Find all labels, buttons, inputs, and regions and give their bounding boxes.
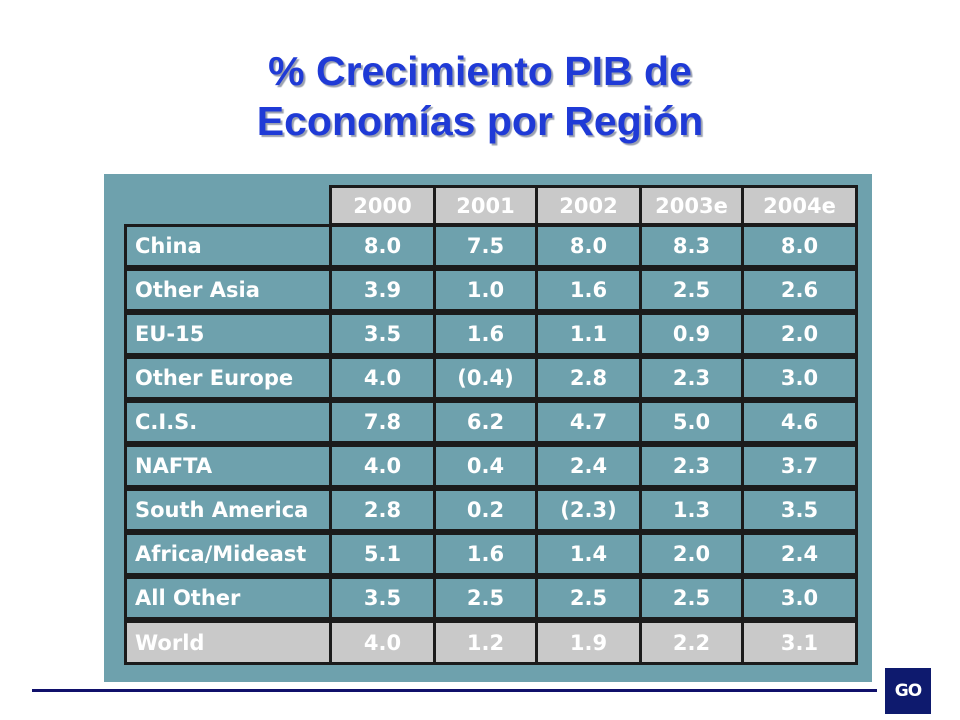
column-header: 2003e bbox=[639, 185, 744, 226]
data-cell: 2.4 bbox=[741, 532, 858, 576]
data-cell: 5.1 bbox=[329, 532, 436, 576]
title-line-1: % Crecimiento PIB de bbox=[268, 48, 692, 94]
growth-table: 2000 2001 2002 2003e 2004e China 8.0 7.5 8.0 8.3 8… bbox=[104, 174, 872, 682]
data-cell: 1.4 bbox=[535, 532, 642, 576]
data-cell: 1.1 bbox=[535, 312, 642, 356]
data-cell: 2.8 bbox=[535, 356, 642, 400]
data-cell: 3.5 bbox=[741, 488, 858, 532]
row-label: C.I.S. bbox=[124, 400, 333, 444]
data-cell: 2.2 bbox=[639, 620, 744, 665]
row-label: All Other bbox=[124, 576, 333, 620]
row-label: South America bbox=[124, 488, 333, 532]
column-header: 2002 bbox=[535, 185, 642, 226]
data-cell: 2.0 bbox=[741, 312, 858, 356]
row-label: Other Europe bbox=[124, 356, 333, 400]
data-cell: (2.3) bbox=[535, 488, 642, 532]
data-cell: 5.0 bbox=[639, 400, 744, 444]
data-cell: 7.8 bbox=[329, 400, 436, 444]
data-cell: 8.0 bbox=[535, 224, 642, 268]
title-line-2: Economías por Región bbox=[256, 98, 704, 144]
data-cell: 8.0 bbox=[741, 224, 858, 268]
data-cell: 4.0 bbox=[329, 444, 436, 488]
data-cell: 1.6 bbox=[433, 312, 538, 356]
data-cell: 6.2 bbox=[433, 400, 538, 444]
data-cell: 2.3 bbox=[639, 356, 744, 400]
data-cell: 3.5 bbox=[329, 576, 436, 620]
data-cell: 1.9 bbox=[535, 620, 642, 665]
data-cell: 4.0 bbox=[329, 620, 436, 665]
row-label: NAFTA bbox=[124, 444, 333, 488]
row-label: Other Asia bbox=[124, 268, 333, 312]
data-cell: 8.3 bbox=[639, 224, 744, 268]
column-header: 2001 bbox=[433, 185, 538, 226]
row-label: Africa/Mideast bbox=[124, 532, 333, 576]
row-label: China bbox=[124, 224, 333, 268]
slide-title: % Crecimiento PIB de Economías por Regió… bbox=[0, 46, 960, 146]
data-cell: 0.9 bbox=[639, 312, 744, 356]
data-cell: 3.0 bbox=[741, 576, 858, 620]
data-cell: 1.0 bbox=[433, 268, 538, 312]
data-cell: (0.4) bbox=[433, 356, 538, 400]
data-cell: 4.6 bbox=[741, 400, 858, 444]
data-cell: 2.5 bbox=[433, 576, 538, 620]
logo: GO bbox=[885, 668, 931, 714]
data-cell: 8.0 bbox=[329, 224, 436, 268]
data-cell: 2.6 bbox=[741, 268, 858, 312]
data-cell: 1.6 bbox=[433, 532, 538, 576]
data-cell: 1.3 bbox=[639, 488, 744, 532]
data-cell: 2.5 bbox=[639, 576, 744, 620]
data-cell: 7.5 bbox=[433, 224, 538, 268]
data-cell: 2.5 bbox=[639, 268, 744, 312]
data-cell: 1.2 bbox=[433, 620, 538, 665]
row-label: World bbox=[124, 620, 333, 665]
column-header: 2000 bbox=[329, 185, 436, 226]
data-cell: 2.0 bbox=[639, 532, 744, 576]
data-cell: 3.1 bbox=[741, 620, 858, 665]
data-cell: 3.9 bbox=[329, 268, 436, 312]
data-cell: 3.0 bbox=[741, 356, 858, 400]
data-cell: 0.4 bbox=[433, 444, 538, 488]
row-label: EU-15 bbox=[124, 312, 333, 356]
data-cell: 2.8 bbox=[329, 488, 436, 532]
data-cell: 3.5 bbox=[329, 312, 436, 356]
data-cell: 4.7 bbox=[535, 400, 642, 444]
data-cell: 1.6 bbox=[535, 268, 642, 312]
data-cell: 3.7 bbox=[741, 444, 858, 488]
data-cell: 0.2 bbox=[433, 488, 538, 532]
column-header: 2004e bbox=[741, 185, 858, 226]
footer-rule bbox=[32, 689, 877, 692]
data-cell: 4.0 bbox=[329, 356, 436, 400]
data-cell: 2.3 bbox=[639, 444, 744, 488]
data-cell: 2.4 bbox=[535, 444, 642, 488]
data-cell: 2.5 bbox=[535, 576, 642, 620]
